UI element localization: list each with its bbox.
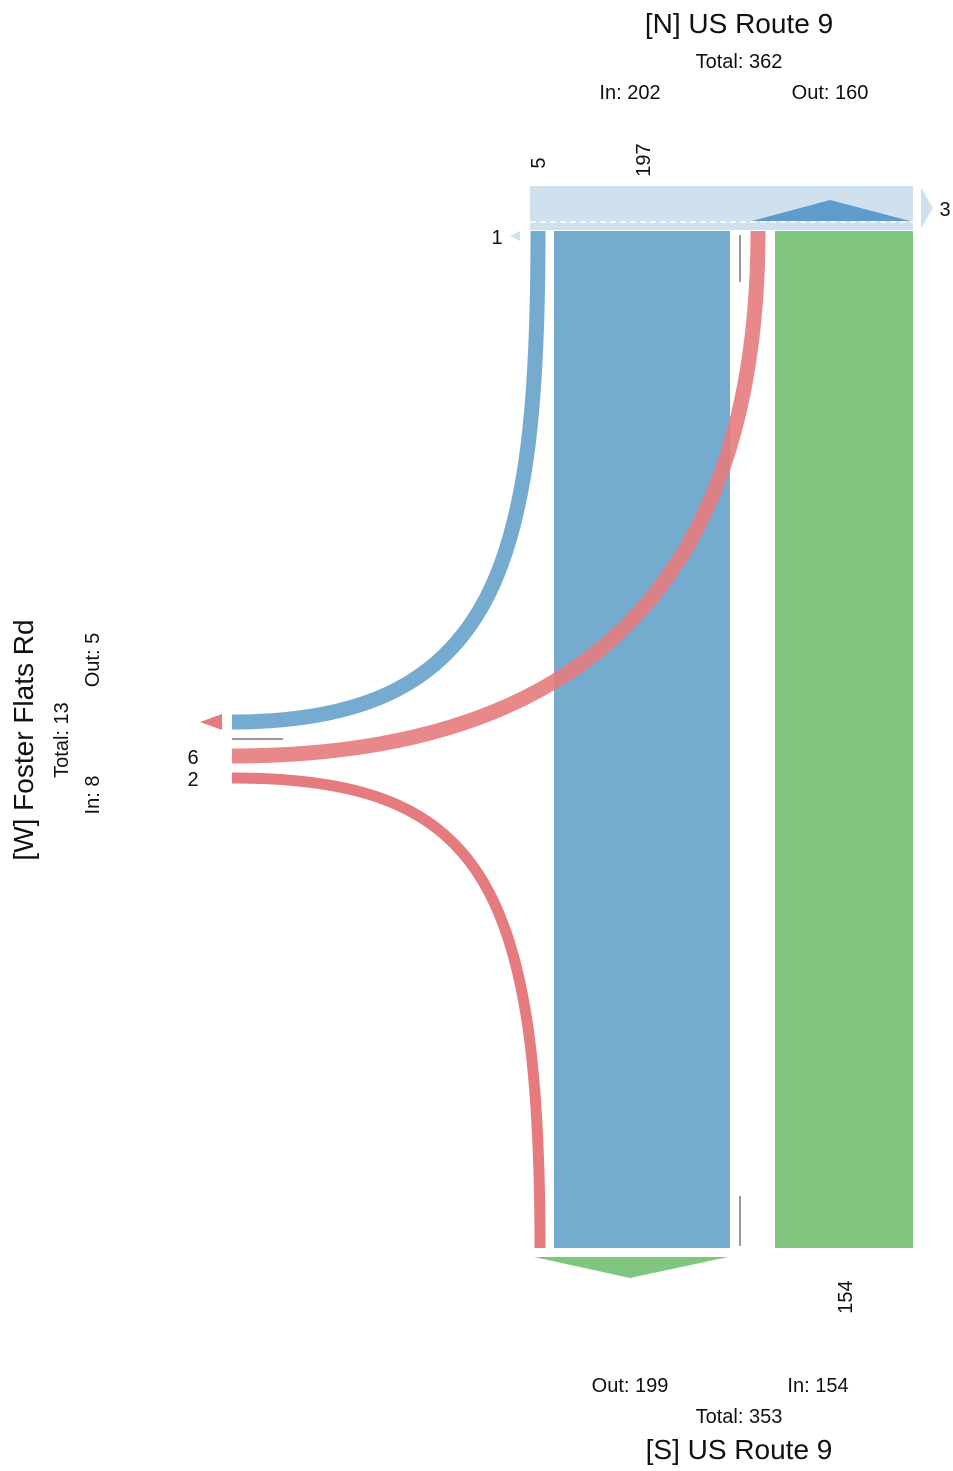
flow-west-to-north bbox=[231, 230, 766, 764]
flow-west-to-south bbox=[231, 772, 546, 1249]
west-title: [W] Foster Flats Rd bbox=[8, 619, 39, 860]
south-out: Out: 199 bbox=[592, 1375, 669, 1397]
north-title: [N] US Route 9 bbox=[645, 8, 833, 39]
flow-north-to-west bbox=[231, 230, 546, 730]
south-title: [S] US Route 9 bbox=[646, 1434, 833, 1465]
north-in: In: 202 bbox=[599, 82, 660, 104]
label-west-to-south-2: 2 bbox=[187, 769, 198, 791]
label-south-through-154: 154 bbox=[835, 1280, 857, 1313]
label-north-right-3: 3 bbox=[939, 199, 950, 221]
north-right-arrow bbox=[921, 188, 933, 228]
label-north-uturn-1: 1 bbox=[491, 227, 502, 249]
north-total: Total: 362 bbox=[696, 51, 783, 73]
south-out-arrow bbox=[534, 1257, 728, 1278]
flow-south-to-north bbox=[775, 231, 913, 1248]
west-out-arrow bbox=[200, 714, 222, 730]
south-in: In: 154 bbox=[787, 1375, 848, 1397]
label-north-through-197: 197 bbox=[633, 143, 655, 176]
flow-north-to-south bbox=[554, 231, 730, 1248]
north-out-arrow bbox=[752, 200, 910, 221]
label-west-to-north-6: 6 bbox=[187, 747, 198, 769]
north-left-arrow bbox=[510, 231, 520, 241]
north-out: Out: 160 bbox=[792, 82, 869, 104]
south-total: Total: 353 bbox=[696, 1406, 783, 1428]
west-out: Out: 5 bbox=[82, 633, 104, 687]
west-total: Total: 13 bbox=[51, 702, 73, 778]
west-in: In: 8 bbox=[82, 776, 104, 815]
label-north-left-5: 5 bbox=[528, 157, 550, 168]
